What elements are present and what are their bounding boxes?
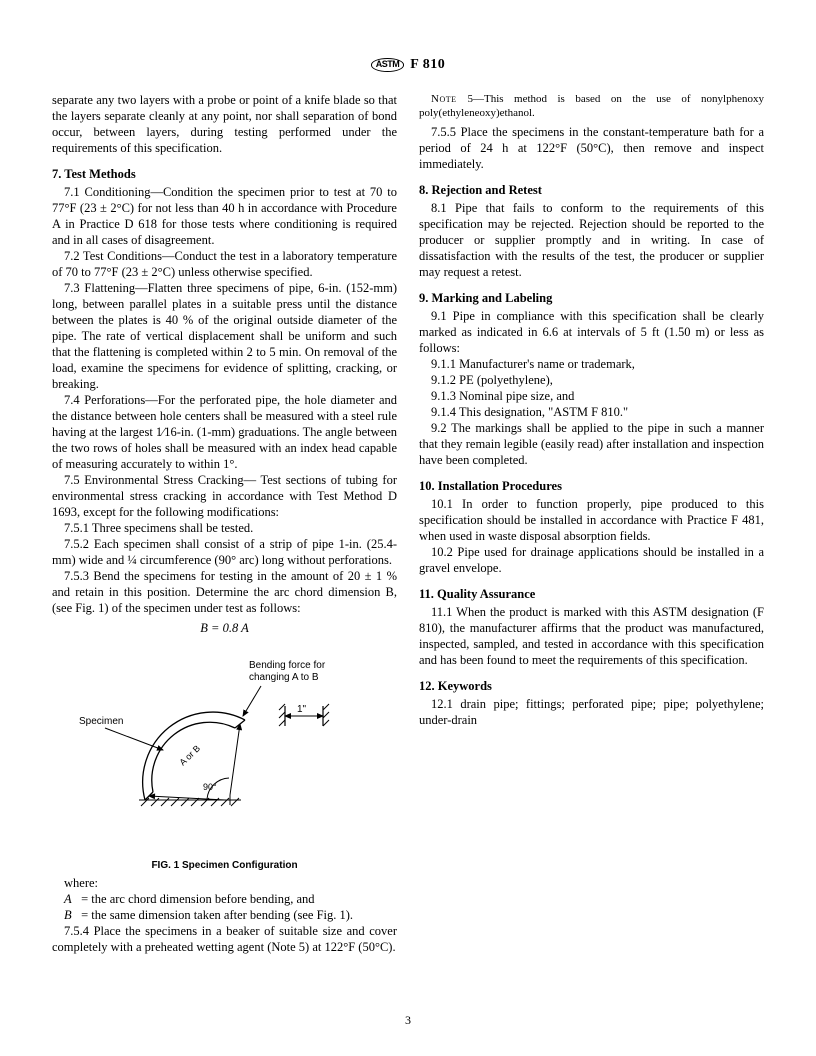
label-one-inch: 1": [297, 704, 307, 715]
para-7-5-3: 7.5.3 Bend the specimens for testing in …: [52, 568, 397, 616]
para-9-1-2: 9.1.2 PE (polyethylene),: [419, 372, 764, 388]
figure-1: A or B 90° Specimen: [52, 650, 397, 873]
designation: F 810: [410, 57, 445, 72]
para-7-5-2: 7.5.2 Each specimen shall consist of a s…: [52, 536, 397, 568]
section-11-title: 11. Quality Assurance: [419, 586, 764, 602]
two-column-body: separate any two layers with a probe or …: [52, 92, 764, 978]
para-7-5: 7.5 Environmental Stress Cracking— Test …: [52, 472, 397, 520]
section-12-title: 12. Keywords: [419, 678, 764, 694]
para-9-1: 9.1 Pipe in compliance with this specifi…: [419, 308, 764, 356]
para-9-2: 9.2 The markings shall be applied to the…: [419, 420, 764, 468]
where-B: B = the same dimension taken after bendi…: [52, 907, 397, 923]
specimen-diagram: A or B 90° Specimen: [75, 650, 375, 840]
section-9-title: 9. Marking and Labeling: [419, 290, 764, 306]
para-9-1-4: 9.1.4 This designation, "ASTM F 810.": [419, 404, 764, 420]
para-7-5-4: 7.5.4 Place the specimens in a beaker of…: [52, 923, 397, 955]
para-7-5-5: 7.5.5 Place the specimens in the constan…: [419, 124, 764, 172]
para-7-4: 7.4 Perforations—For the perforated pipe…: [52, 392, 397, 472]
section-7-title: 7. Test Methods: [52, 166, 397, 182]
para-11-1: 11.1 When the product is marked with thi…: [419, 604, 764, 668]
label-arc: A or B: [177, 743, 202, 767]
label-bend-2: changing A to B: [249, 672, 319, 683]
intro-continuation: separate any two layers with a probe or …: [52, 92, 397, 156]
para-9-1-3: 9.1.3 Nominal pipe size, and: [419, 388, 764, 404]
section-10-title: 10. Installation Procedures: [419, 478, 764, 494]
where-label: where:: [52, 875, 397, 891]
para-8-1: 8.1 Pipe that fails to conform to the re…: [419, 200, 764, 280]
para-10-2: 10.2 Pipe used for drainage applications…: [419, 544, 764, 576]
page-header: ASTM F 810: [52, 56, 764, 74]
page-number: 3: [0, 1013, 816, 1028]
label-specimen: Specimen: [79, 716, 123, 727]
para-7-5-1: 7.5.1 Three specimens shall be tested.: [52, 520, 397, 536]
label-90: 90°: [203, 782, 217, 792]
para-12-1: 12.1 drain pipe; fittings; perforated pi…: [419, 696, 764, 728]
para-9-1-1: 9.1.1 Manufacturer's name or trademark,: [419, 356, 764, 372]
note-5: Note 5—This method is based on the use o…: [419, 92, 764, 120]
para-7-1: 7.1 Conditioning—Condition the specimen …: [52, 184, 397, 248]
section-8-title: 8. Rejection and Retest: [419, 182, 764, 198]
para-10-1: 10.1 In order to function properly, pipe…: [419, 496, 764, 544]
para-7-2: 7.2 Test Conditions—Conduct the test in …: [52, 248, 397, 280]
where-A: A = the arc chord dimension before bendi…: [52, 891, 397, 907]
astm-logo: ASTM: [371, 58, 405, 72]
para-7-3: 7.3 Flattening—Flatten three specimens o…: [52, 280, 397, 392]
label-bend-1: Bending force for: [249, 660, 326, 671]
equation-B: B = 0.8 A: [52, 620, 397, 636]
figure-1-caption: FIG. 1 Specimen Configuration: [52, 860, 397, 873]
